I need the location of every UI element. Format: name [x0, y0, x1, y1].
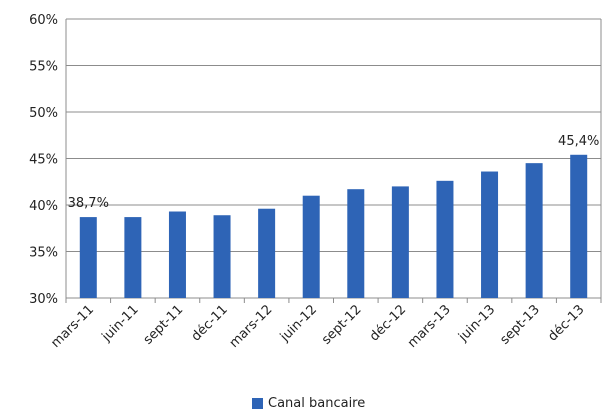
- x-tick-label: juin-13: [455, 302, 498, 345]
- bar: [570, 154, 588, 298]
- bar: [525, 163, 543, 298]
- data-label: 38,7%: [68, 196, 109, 211]
- bar: [436, 180, 454, 298]
- bar: [258, 208, 276, 298]
- bar: [79, 217, 97, 298]
- bar: [391, 186, 409, 298]
- x-tick-label: déc-12: [367, 302, 409, 344]
- bar: [347, 189, 365, 298]
- x-tick-label: mars-12: [227, 302, 276, 351]
- x-tick-label: juin-12: [277, 302, 320, 345]
- y-tick-label: 30%: [29, 292, 58, 307]
- x-tick-label: mars-11: [48, 302, 97, 351]
- bar: [124, 217, 142, 298]
- x-tick-label: déc-11: [189, 302, 231, 344]
- y-tick-label: 55%: [29, 60, 58, 75]
- x-tick-label: sept-12: [319, 302, 365, 348]
- y-tick-label: 40%: [29, 199, 58, 214]
- y-tick-label: 50%: [29, 106, 58, 121]
- x-tick-label: juin-11: [99, 302, 142, 345]
- x-tick-label: déc-13: [545, 302, 587, 344]
- data-label: 45,4%: [558, 134, 599, 149]
- x-tick-label: mars-13: [405, 302, 454, 351]
- y-tick-label: 60%: [29, 13, 58, 28]
- x-tick-label: sept-13: [497, 302, 543, 348]
- legend-label: Canal bancaire: [268, 396, 366, 411]
- bar: [213, 215, 231, 298]
- legend: Canal bancaire: [252, 396, 365, 411]
- bar: [481, 171, 499, 298]
- x-tick-label: sept-11: [141, 302, 187, 348]
- bar: [302, 195, 320, 298]
- y-tick-label: 35%: [29, 246, 58, 261]
- bar: [168, 211, 186, 298]
- legend-swatch: [252, 398, 263, 409]
- y-tick-label: 45%: [29, 153, 58, 168]
